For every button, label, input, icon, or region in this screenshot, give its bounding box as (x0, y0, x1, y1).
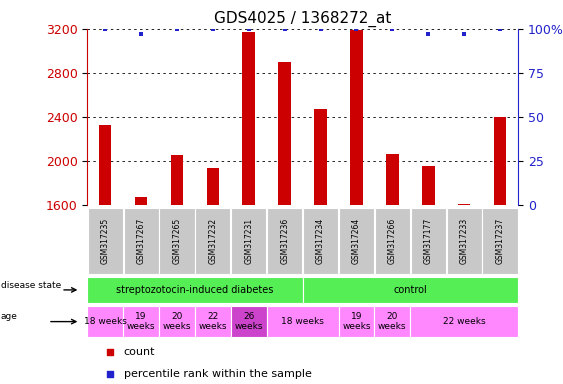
Bar (243, 32, 255, 205)
Point (172, 26, 181, 32)
Text: GSM317232: GSM317232 (208, 218, 217, 264)
Text: 22
weeks: 22 weeks (199, 312, 227, 331)
Point (388, 26, 397, 32)
Bar (159, 208, 195, 274)
Bar (87, 277, 303, 303)
Text: streptozotocin-induced diabetes: streptozotocin-induced diabetes (116, 285, 274, 295)
Text: GSM317266: GSM317266 (388, 218, 397, 264)
Text: GSM317235: GSM317235 (101, 218, 110, 264)
Bar (123, 306, 159, 337)
Bar (99, 125, 111, 205)
Bar (135, 197, 148, 205)
Point (244, 26, 253, 32)
Bar (338, 306, 374, 337)
Title: GDS4025 / 1368272_at: GDS4025 / 1368272_at (214, 11, 391, 27)
Bar (458, 204, 471, 205)
Bar (123, 208, 159, 274)
Text: GSM317265: GSM317265 (172, 218, 181, 264)
Text: 22 weeks: 22 weeks (443, 317, 485, 326)
Text: 18 weeks: 18 weeks (84, 317, 127, 326)
Bar (278, 62, 291, 205)
Bar (303, 208, 338, 274)
Bar (339, 208, 374, 274)
Text: GSM317267: GSM317267 (137, 218, 146, 264)
Bar (482, 208, 517, 274)
Bar (231, 306, 267, 337)
Text: age: age (1, 312, 18, 321)
Bar (195, 306, 231, 337)
Point (316, 26, 325, 32)
Bar (88, 208, 123, 274)
Text: 18 weeks: 18 weeks (281, 317, 324, 326)
Text: GSM317231: GSM317231 (244, 218, 253, 264)
Text: 26
weeks: 26 weeks (235, 312, 263, 331)
Text: GSM317237: GSM317237 (495, 218, 504, 264)
Text: percentile rank within the sample: percentile rank within the sample (124, 369, 312, 379)
Bar (422, 166, 435, 205)
Text: control: control (394, 285, 427, 295)
Point (137, 31, 146, 37)
Bar (375, 208, 410, 274)
Text: GSM317233: GSM317233 (459, 218, 468, 264)
Bar (159, 306, 195, 337)
Text: GSM317236: GSM317236 (280, 218, 289, 264)
Point (101, 26, 110, 32)
Point (105, 371, 114, 377)
Bar (231, 208, 266, 274)
Bar (171, 155, 184, 205)
Text: GSM317177: GSM317177 (424, 218, 433, 264)
Bar (195, 208, 230, 274)
Point (105, 349, 114, 355)
Text: GSM317234: GSM317234 (316, 218, 325, 264)
Point (208, 26, 217, 32)
Text: count: count (124, 347, 155, 357)
Bar (494, 117, 506, 205)
Point (495, 26, 504, 32)
Point (352, 26, 361, 32)
Bar (267, 208, 302, 274)
Text: 19
weeks: 19 weeks (127, 312, 155, 331)
Bar (87, 306, 123, 337)
Text: GSM317264: GSM317264 (352, 218, 361, 264)
Text: 20
weeks: 20 weeks (378, 312, 406, 331)
Bar (314, 109, 327, 205)
Bar (374, 306, 410, 337)
Bar (303, 277, 518, 303)
Text: 20
weeks: 20 weeks (163, 312, 191, 331)
Bar (446, 208, 482, 274)
Bar (410, 208, 446, 274)
Bar (267, 306, 338, 337)
Point (459, 31, 468, 37)
Bar (350, 30, 363, 205)
Bar (207, 168, 219, 205)
Text: disease state: disease state (1, 281, 61, 290)
Point (280, 26, 289, 32)
Bar (410, 306, 518, 337)
Point (424, 31, 433, 37)
Bar (386, 154, 399, 205)
Text: 19
weeks: 19 weeks (342, 312, 370, 331)
